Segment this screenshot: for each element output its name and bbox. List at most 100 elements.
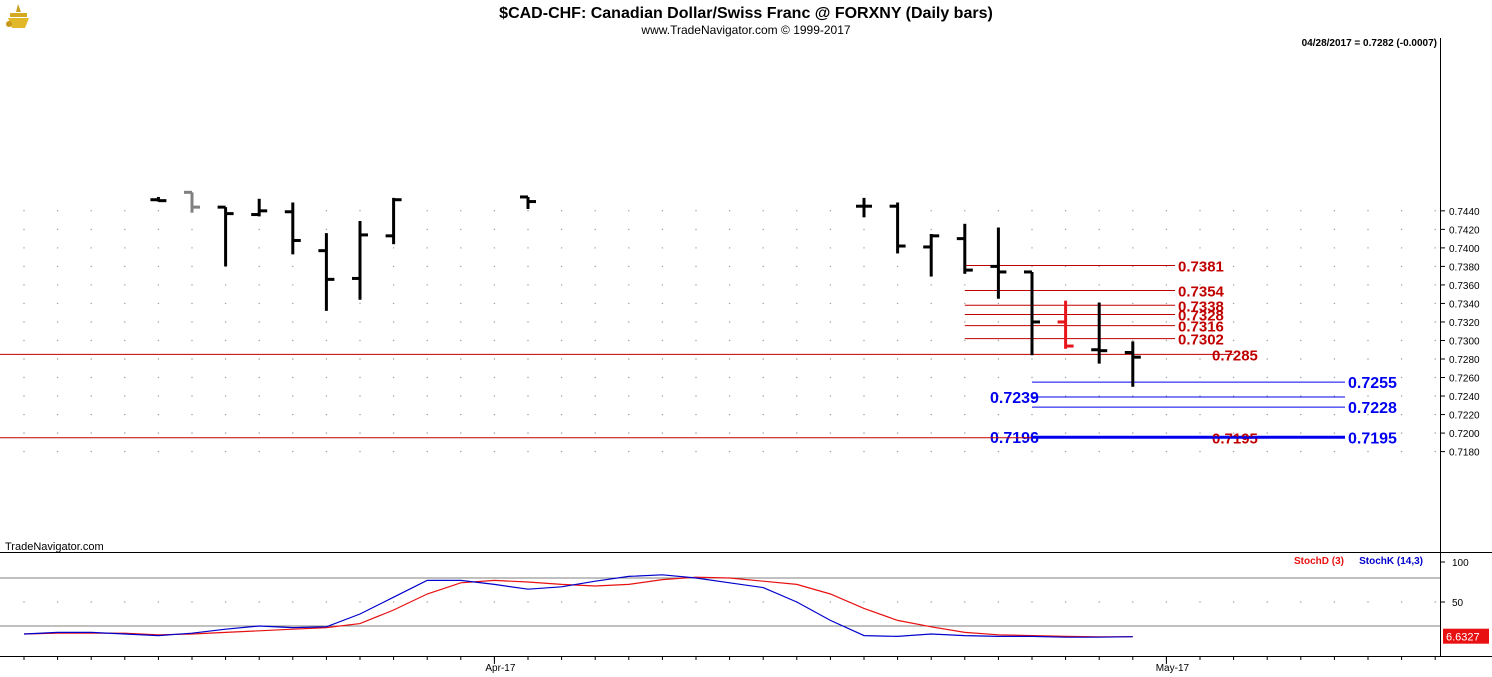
level-label: 0.7196 [990, 430, 1039, 447]
grid-dot [964, 395, 966, 397]
grid-dot [527, 321, 529, 323]
grid-dot [23, 302, 25, 305]
grid-dot [90, 413, 92, 416]
grid-dot [661, 284, 664, 286]
grid-dot [460, 339, 462, 342]
grid-dot [56, 339, 59, 342]
grid-dot [1232, 432, 1235, 434]
grid-dot [426, 395, 428, 397]
level-label: 0.7239 [990, 390, 1039, 407]
grid-dot [1232, 450, 1235, 453]
grid-dot [728, 321, 731, 323]
level-label: 0.7285 [1212, 347, 1258, 364]
grid-dot [964, 376, 966, 379]
grid-dot [392, 358, 395, 360]
grid-dot [1199, 228, 1201, 231]
level-label: 0.7381 [1178, 258, 1224, 275]
grid-dot [527, 450, 529, 453]
grid-dot [1031, 210, 1033, 212]
grid-dot [1165, 210, 1168, 212]
grid-dot [1064, 247, 1067, 249]
stoch-k-legend: StochK (14,3) [1359, 556, 1423, 567]
grid-dot [1434, 601, 1436, 603]
grid-dot [762, 210, 764, 212]
grid-dot [1400, 450, 1403, 453]
grid-dot [460, 247, 462, 249]
grid-dot [1199, 395, 1201, 397]
grid-dot [56, 413, 59, 416]
grid-dot [762, 450, 764, 453]
grid-dot [930, 302, 932, 305]
grid-dot [896, 265, 899, 268]
grid-dot [258, 321, 260, 323]
grid-dot [157, 302, 160, 305]
grid-dot [896, 395, 899, 397]
grid-dot [1031, 228, 1033, 231]
grid-dot [930, 413, 932, 416]
grid-dot [392, 284, 395, 286]
grid-dot [359, 413, 361, 416]
grid-dot [728, 339, 731, 342]
grid-dot [560, 339, 563, 342]
grid-dot [460, 450, 462, 453]
grid-dot [1333, 376, 1336, 379]
price-y-axis: 0.7440 0.7420 0.7400 0.7380 0.7360 0.7340 0.73… [1440, 207, 1480, 459]
stoch-last-value-label: 6.6327 [1446, 632, 1480, 644]
grid-dot [527, 284, 529, 286]
grid-dot [157, 450, 160, 453]
x-axis: Apr-17 May-17 [23, 656, 1436, 674]
grid-dot [460, 265, 462, 268]
grid-dot [1300, 265, 1302, 268]
grid-dot [157, 265, 160, 268]
grid-dot [1367, 321, 1369, 323]
grid-dot [292, 432, 294, 434]
grid-dot [863, 284, 865, 286]
grid-dot [493, 601, 496, 603]
grid-dot [661, 395, 664, 397]
grid-dot [56, 395, 59, 397]
grid-dot [124, 450, 126, 453]
grid-dot [863, 358, 865, 360]
price-levels: 0.73810.73540.73380.73280.73160.73020.72… [0, 258, 1397, 448]
grid-dot [23, 358, 25, 360]
grid-dot [1165, 395, 1168, 397]
grid-dot [560, 284, 563, 286]
grid-dot [1266, 302, 1268, 305]
grid-dot [1266, 228, 1268, 231]
grid-dot [1367, 302, 1369, 305]
grid-dot [1300, 450, 1302, 453]
grid-dot [1031, 376, 1033, 379]
grid-dot [258, 395, 260, 397]
grid-dot [1434, 228, 1436, 231]
grid-dot [426, 376, 428, 379]
grid-dot [1232, 265, 1235, 268]
grid-dot [90, 339, 92, 342]
grid-dot [1400, 358, 1403, 360]
grid-dot [56, 210, 59, 212]
grid-dot [157, 321, 160, 323]
grid-dot [359, 450, 361, 453]
grid-dot [796, 210, 798, 212]
grid-dot [930, 339, 932, 342]
grid-dot [1165, 339, 1168, 342]
ohlc-bar [217, 205, 234, 267]
grid-dot [964, 450, 966, 453]
grid-dot [695, 395, 697, 397]
grid-dot [493, 210, 496, 212]
grid-dot [1333, 432, 1336, 434]
grid-dot [1165, 601, 1168, 603]
grid-dot [1367, 432, 1369, 434]
grid-dot [628, 376, 630, 379]
grid-dot [426, 450, 428, 453]
grid-dot [863, 395, 865, 397]
grid-dot [1266, 339, 1268, 342]
grid-dot [23, 321, 25, 323]
grid-dot [661, 376, 664, 379]
grid-dot [392, 432, 395, 434]
grid-dot [560, 265, 563, 268]
grid-dot [661, 302, 664, 305]
grid-dot [1031, 358, 1033, 360]
grid-dot [224, 358, 227, 360]
grid-dot [1098, 413, 1100, 416]
grid-dot [829, 358, 832, 360]
